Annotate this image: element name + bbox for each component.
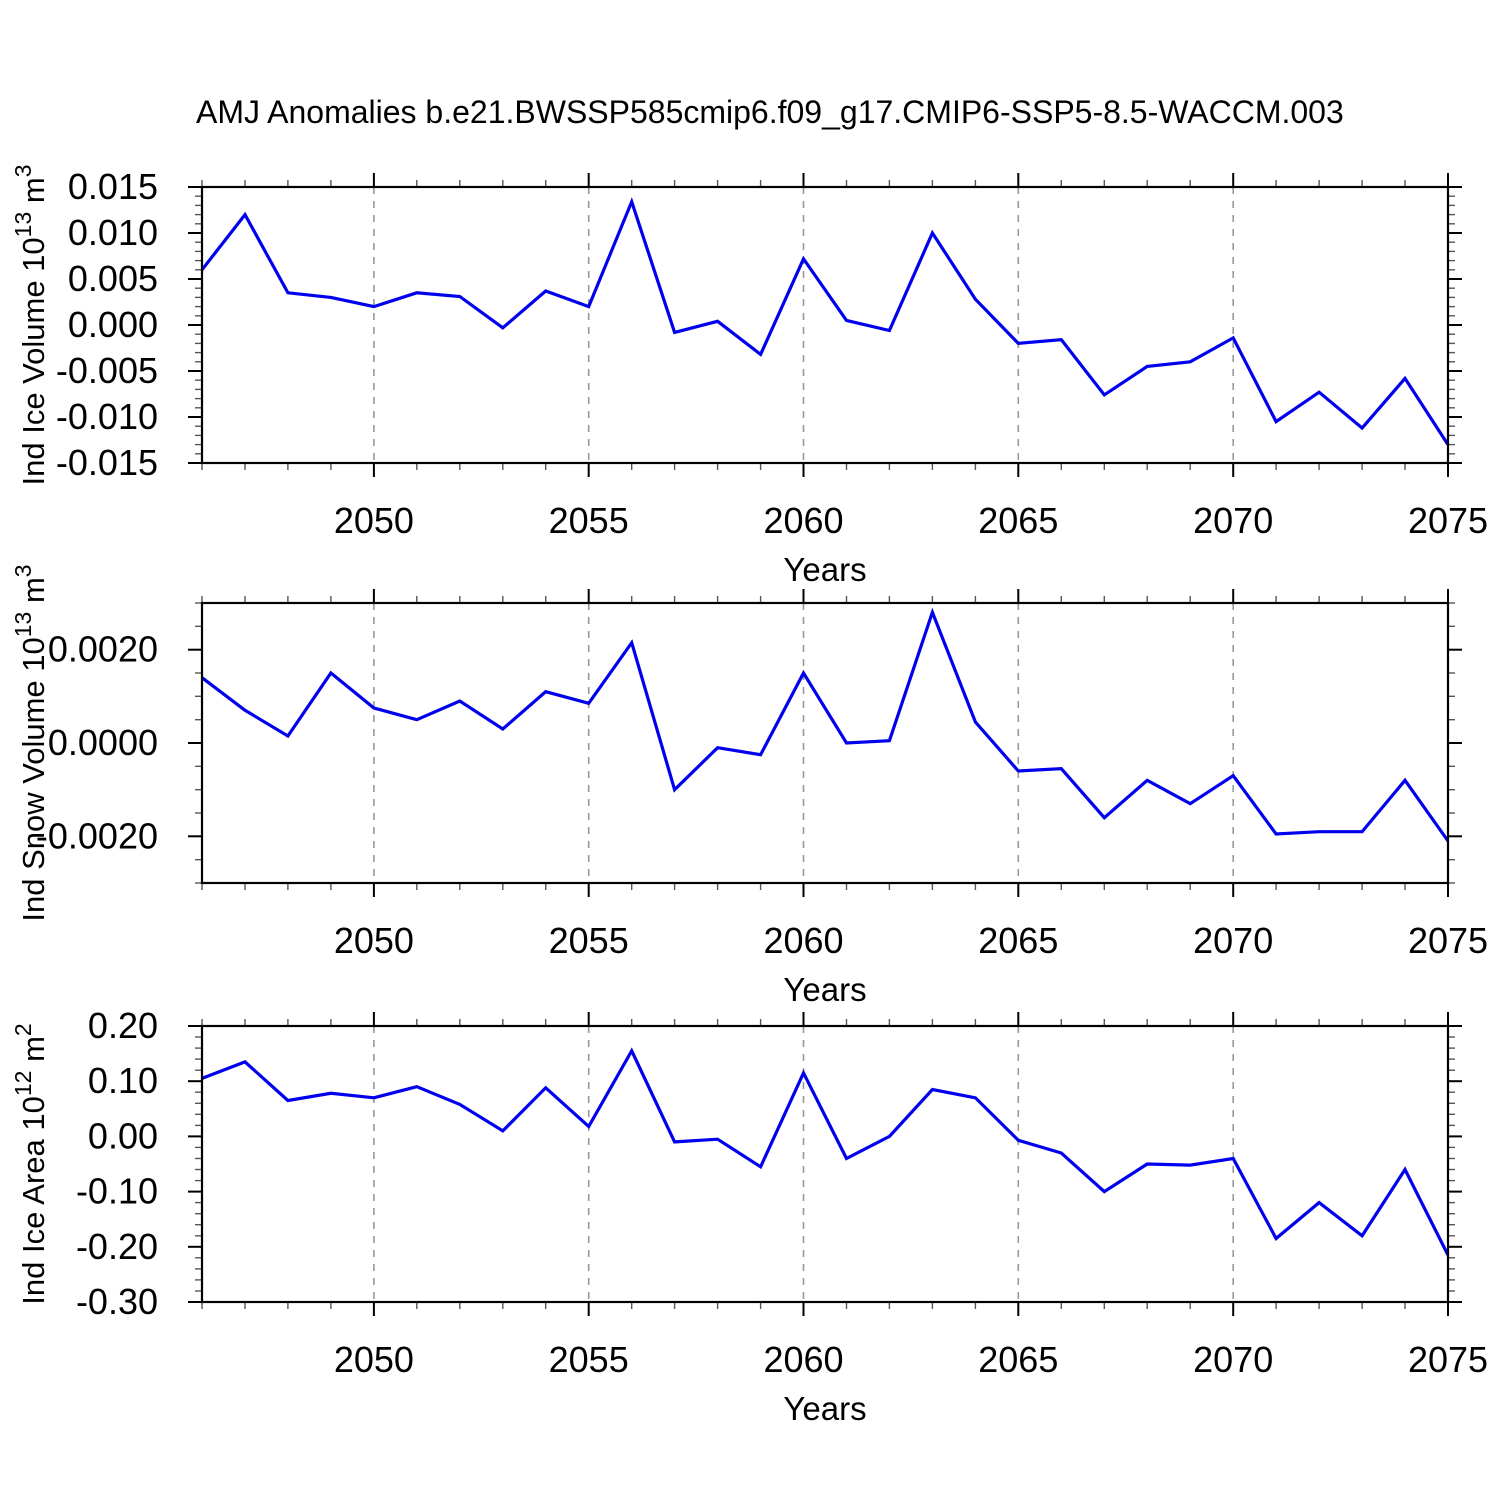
x-tick-label: 2065 — [978, 1339, 1058, 1380]
series-line-ind-ice-volume — [200, 197, 1450, 446]
x-tick-label: 2060 — [763, 500, 843, 541]
plot-border — [200, 1024, 1450, 1304]
x-tick-label: 2070 — [1193, 920, 1273, 961]
y-tick-label: 0.10 — [88, 1060, 158, 1101]
x-tick-label: 2065 — [978, 920, 1058, 961]
x-axis-title: Years — [783, 971, 866, 1008]
y-tick-label: 0.00 — [88, 1115, 158, 1156]
x-tick-label: 2075 — [1408, 500, 1488, 541]
plot-border — [200, 185, 1450, 465]
panel-ind-ice-volume: 0.015 0.010 0.005 0.000 -0.005 -0.010 -0.015 20… — [10, 165, 1488, 589]
x-axis-title: Years — [783, 551, 866, 588]
y-tick-label: 0.010 — [68, 212, 158, 253]
y-tick-label: -0.30 — [76, 1281, 158, 1322]
y-tick-label: -0.015 — [56, 442, 158, 483]
plot-border — [200, 601, 1450, 885]
figure-title: AMJ Anomalies b.e21.BWSSP585cmip6.f09_g1… — [196, 94, 1344, 130]
y-tick-label: -0.20 — [76, 1226, 158, 1267]
x-tick-label: 2050 — [334, 500, 414, 541]
y-tick-label: 0.20 — [88, 1005, 158, 1046]
x-tick-label: 2075 — [1408, 920, 1488, 961]
y-tick-label: -0.005 — [56, 350, 158, 391]
panel-ind-ice-area: 0.20 0.10 0.00 -0.10 -0.20 -0.30 2050 2055 2060 2… — [10, 1005, 1488, 1427]
y-tick-label: 0.000 — [68, 304, 158, 345]
series-line-ind-snow-volume — [201, 607, 1450, 842]
x-tick-label: 2070 — [1193, 1339, 1273, 1380]
y-axis-title: Ind Snow Volume 1013 m3 — [10, 564, 51, 921]
x-tick-label: 2055 — [549, 920, 629, 961]
x-tick-label: 2050 — [334, 1339, 414, 1380]
y-tick-label: -0.010 — [56, 396, 158, 437]
x-axis-title: Years — [783, 1390, 866, 1427]
y-tick-label: 0.0000 — [48, 722, 158, 763]
series-line-ind-ice-area — [201, 1047, 1450, 1256]
x-tick-label: 2070 — [1193, 500, 1273, 541]
y-tick-label: -0.10 — [76, 1171, 158, 1212]
y-tick-label: 0.0020 — [48, 629, 158, 670]
y-axis-title: Ind Ice Volume 1013 m3 — [10, 165, 51, 486]
x-tick-label: 2065 — [978, 500, 1058, 541]
x-tick-label: 2060 — [763, 1339, 843, 1380]
y-tick-label: 0.005 — [68, 258, 158, 299]
x-tick-label: 2060 — [763, 920, 843, 961]
x-tick-label: 2055 — [549, 500, 629, 541]
y-tick-label: 0.015 — [68, 166, 158, 207]
y-axis-title: Ind Ice Area 1012 m2 — [10, 1023, 51, 1304]
x-tick-label: 2075 — [1408, 1339, 1488, 1380]
y-tick-label: -0.0020 — [36, 815, 158, 856]
panel-ind-snow-volume: 0.0020 0.0000 -0.0020 2050 2055 2060 2065 2070 2… — [10, 564, 1488, 1008]
x-tick-label: 2055 — [549, 1339, 629, 1380]
x-tick-label: 2050 — [334, 920, 414, 961]
